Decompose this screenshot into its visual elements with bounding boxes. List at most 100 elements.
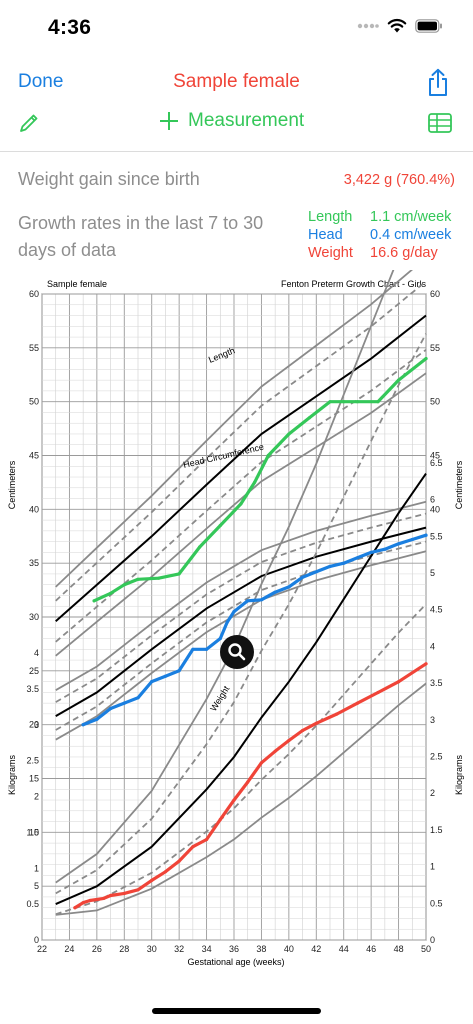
series-point-head (218, 636, 222, 641)
series-point-weight (191, 845, 195, 849)
x-tick-label: 28 (119, 944, 129, 954)
x-tick-label: 30 (147, 944, 157, 954)
x-tick-label: 34 (202, 944, 212, 954)
series-point-head (273, 590, 277, 594)
rate-name: Length (308, 209, 353, 225)
series-point-weight (376, 690, 380, 695)
series-point-weight (232, 798, 236, 802)
series-point-weight (301, 728, 305, 733)
kg-tick-label-right: 2.5 (430, 752, 443, 762)
rate-value: 1.1 cm/week (370, 209, 452, 225)
series-point-weight (150, 878, 154, 883)
series-point-weight (205, 837, 209, 842)
home-indicator (152, 1008, 321, 1014)
series-point-length (355, 400, 359, 404)
kg-tick-label-right: 5.5 (430, 531, 443, 541)
series-point-weight (81, 901, 85, 905)
series-point-weight (314, 721, 318, 725)
series-point-length (239, 502, 243, 506)
x-tick-label: 38 (256, 944, 266, 954)
plus-icon (160, 112, 178, 130)
series-point-length (253, 480, 257, 484)
series-point-weight (355, 701, 359, 705)
kg-tick-label: 0.5 (26, 899, 39, 909)
x-tick-label: 26 (92, 944, 102, 954)
x-tick-label: 22 (37, 944, 47, 954)
length-percentile-curve (55, 372, 427, 657)
series-point-weight (163, 870, 167, 874)
x-tick-label: 44 (339, 944, 349, 954)
series-point-length (122, 583, 126, 587)
cm-tick-label-right: 40 (430, 504, 440, 514)
growth-rate-weight: Weight 16.6 g/day (308, 244, 468, 262)
table-view-button[interactable] (428, 113, 452, 133)
kg-tick-label-right: 6 (430, 495, 435, 505)
page-title: Sample female (173, 71, 300, 92)
status-bar: 4:36 (0, 0, 473, 54)
status-time: 4:36 (48, 16, 92, 39)
share-button[interactable] (425, 68, 451, 98)
x-tick-label: 36 (229, 944, 239, 954)
cm-tick-label-right: 55 (430, 343, 440, 353)
head-percentile-curve (55, 540, 427, 731)
kg-tick-label-right: 1.5 (430, 825, 443, 835)
series-point-length (397, 378, 401, 382)
tick-labels: 22 24 26 28 30 32 34 36 38 40 42 44 46 48 505101520253… (26, 289, 442, 954)
series-point-head (397, 542, 401, 546)
series-point-head (136, 696, 140, 700)
weight-percentile-curve (55, 333, 427, 895)
series-point-head (163, 674, 167, 678)
kg-tick-label: 1 (34, 863, 39, 873)
chart-grid (41, 293, 427, 941)
head-percentile-curve (55, 500, 427, 691)
series-point-length (376, 400, 380, 404)
cm-tick-label: 10 (29, 827, 39, 837)
kg-tick-label-right: 4 (430, 641, 435, 651)
growth-rate-length: Length 1.1 cm/week (308, 208, 468, 226)
edit-button[interactable] (18, 112, 40, 134)
series-point-weight (218, 817, 222, 822)
series-point-weight (273, 749, 277, 753)
kg-tick-label: 3.5 (26, 684, 39, 694)
weight-percentile-curve (55, 473, 427, 906)
share-icon (429, 68, 447, 96)
cm-tick-label: 35 (29, 558, 39, 568)
data-series (73, 357, 428, 910)
x-tick-label: 46 (366, 944, 376, 954)
length-percentile-curve (55, 349, 427, 643)
chart-header-left: Sample female (47, 279, 107, 289)
series-point-head (369, 550, 373, 554)
divider (0, 151, 473, 152)
cm-tick-label: 30 (29, 612, 39, 622)
series-point-head (259, 598, 263, 602)
series-point-length (307, 416, 311, 420)
y-axis-label-centimeters-right: Centimeters (454, 460, 464, 509)
x-tick-label: 32 (174, 944, 184, 954)
done-button[interactable]: Done (18, 71, 64, 92)
cm-tick-label: 60 (29, 289, 39, 299)
add-measurement-button[interactable]: Measurement (160, 110, 304, 132)
cm-tick-label: 45 (29, 451, 39, 461)
rate-name: Head (308, 227, 343, 243)
add-measurement-label: Measurement (188, 110, 305, 131)
y-axis-label-centimeters: Centimeters (7, 460, 17, 509)
kg-tick-label-right: 4.5 (430, 605, 443, 615)
pencil-icon (20, 114, 38, 132)
kg-tick-label: 1.5 (26, 827, 39, 837)
cm-tick-label: 25 (29, 666, 39, 676)
magnifier-icon (228, 643, 246, 661)
zoom-button[interactable] (220, 635, 254, 669)
growth-chart[interactable]: Sample female Fenton Preterm Growth Char… (0, 270, 473, 970)
series-point-head (122, 701, 126, 705)
kg-tick-label-right: 2 (430, 788, 435, 798)
series-point-head (328, 564, 332, 568)
series-point-weight (122, 891, 126, 896)
series-point-weight (287, 738, 291, 743)
series-point-head (301, 575, 305, 579)
length-percentile-curve (55, 270, 413, 588)
series-point-length (136, 577, 140, 581)
series-point-head (205, 647, 209, 651)
kg-tick-label: 4 (34, 648, 39, 658)
series-point-head (109, 706, 113, 711)
navigation-bar: Done Sample female (0, 64, 473, 104)
